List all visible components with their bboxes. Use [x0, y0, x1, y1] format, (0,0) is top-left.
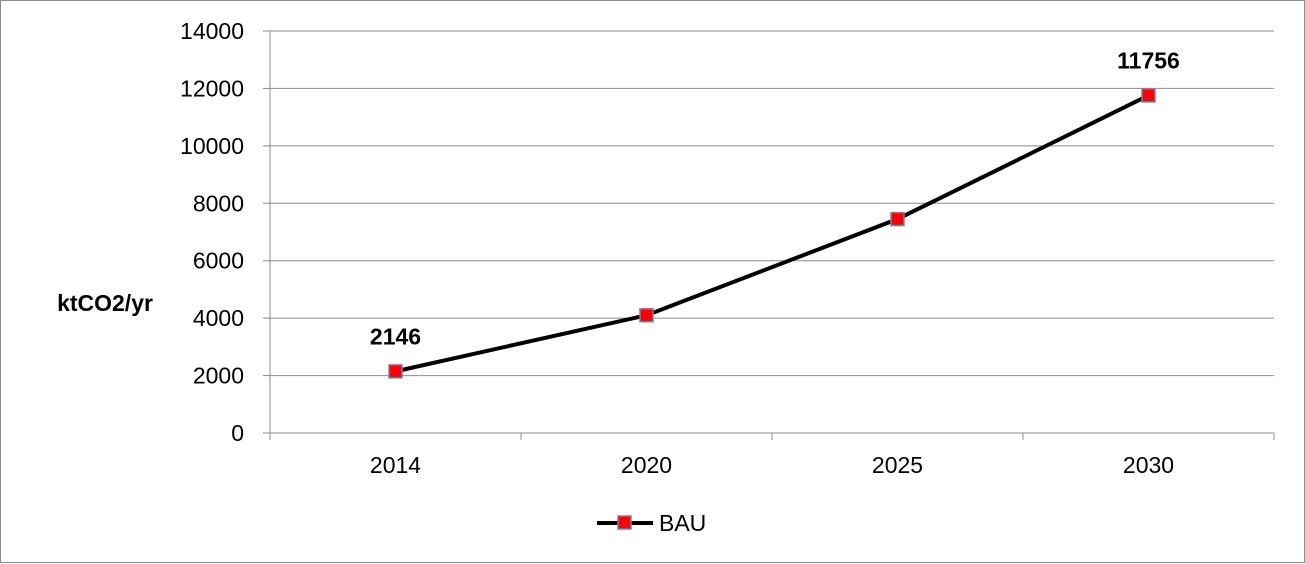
y-tick-label: 14000	[180, 18, 244, 44]
legend: BAU	[597, 510, 706, 536]
x-tick-label: 2030	[1123, 452, 1174, 478]
x-tick-label: 2014	[370, 452, 421, 478]
y-tick-label: 4000	[193, 305, 244, 331]
data-point-marker	[1141, 88, 1156, 103]
x-tick-label: 2025	[872, 452, 923, 478]
y-tick-label: 6000	[193, 248, 244, 274]
legend-label-bau: BAU	[659, 510, 706, 536]
data-labels: 2146 11756	[370, 47, 1180, 349]
x-tick-label: 2020	[621, 452, 672, 478]
y-tick-labels: 0 2000 4000 6000 8000 10000 12000 14000	[180, 18, 244, 446]
data-label: 2146	[370, 323, 421, 349]
y-tick-label: 12000	[180, 75, 244, 101]
data-label: 11756	[1117, 47, 1180, 73]
series-line-bau	[395, 93, 1150, 374]
gridlines	[270, 30, 1274, 377]
series	[388, 88, 1156, 379]
data-point-marker	[639, 308, 654, 323]
y-tick-label: 0	[231, 420, 244, 446]
y-tick-label: 2000	[193, 363, 244, 389]
axes	[263, 30, 1275, 440]
legend-marker-swatch	[617, 515, 632, 530]
data-point-marker	[890, 211, 905, 227]
y-tick-label: 10000	[180, 133, 244, 159]
y-axis-label: ktCO2/yr	[57, 290, 153, 316]
y-tick-label: 8000	[193, 190, 244, 216]
data-point-marker	[388, 364, 403, 379]
x-tick-labels: 2014 2020 2025 2030	[370, 452, 1174, 478]
